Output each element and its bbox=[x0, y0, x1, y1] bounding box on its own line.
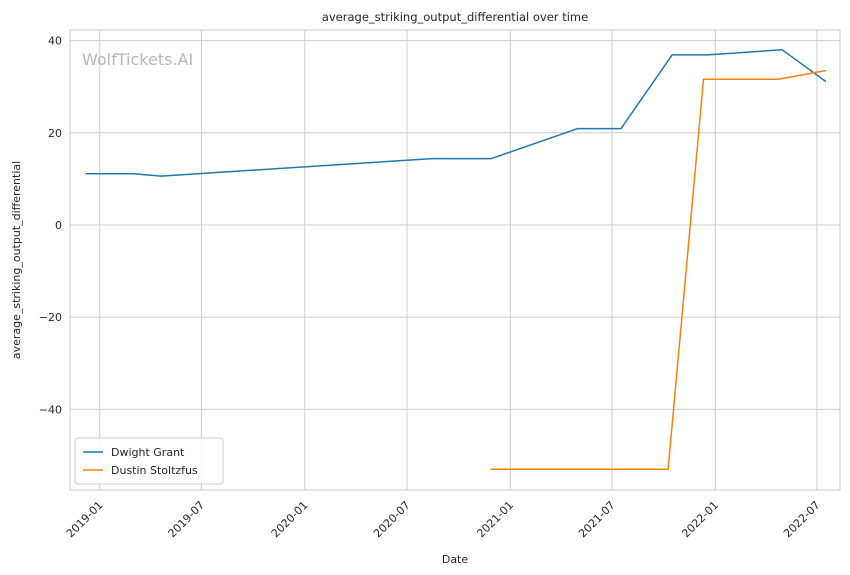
x-tick-label: 2022-07 bbox=[781, 499, 823, 541]
x-tick-label: 2021-01 bbox=[474, 499, 516, 541]
y-tick-label: 0 bbox=[55, 219, 62, 232]
y-tick-label: 20 bbox=[48, 127, 62, 140]
x-axis: 2019-01 2019-07 2020-01 2020-07 2021-01 2021-… bbox=[64, 499, 823, 541]
x-tick-label: 2019-01 bbox=[64, 499, 106, 541]
x-tick-label: 2019-07 bbox=[166, 499, 208, 541]
grid bbox=[70, 30, 840, 490]
plot-area bbox=[69, 29, 841, 491]
x-tick-label: 2022-01 bbox=[679, 499, 721, 541]
chart-title: average_striking_output_differential ove… bbox=[322, 10, 588, 24]
x-tick-label: 2020-01 bbox=[269, 499, 311, 541]
legend-entry: Dwight Grant bbox=[111, 446, 185, 459]
legend-entry: Dustin Stoltzfus bbox=[111, 464, 198, 477]
legend: Dwight Grant Dustin Stoltzfus bbox=[74, 437, 224, 485]
y-tick-label: −20 bbox=[39, 311, 62, 324]
x-tick-label: 2021-07 bbox=[576, 499, 618, 541]
series-line-0 bbox=[85, 49, 827, 177]
y-tick-label: 40 bbox=[48, 35, 62, 48]
legend-box bbox=[74, 437, 224, 485]
series-layer bbox=[85, 49, 827, 471]
series-line-1 bbox=[490, 69, 827, 471]
x-tick-label: 2020-07 bbox=[371, 499, 413, 541]
x-axis-label: Date bbox=[442, 553, 469, 566]
watermark: WolfTickets.AI bbox=[82, 50, 193, 69]
y-axis-label: average_striking_output_differential bbox=[10, 161, 23, 359]
y-axis: 40 20 0 −20 −40 bbox=[39, 35, 62, 417]
y-tick-label: −40 bbox=[39, 403, 62, 416]
